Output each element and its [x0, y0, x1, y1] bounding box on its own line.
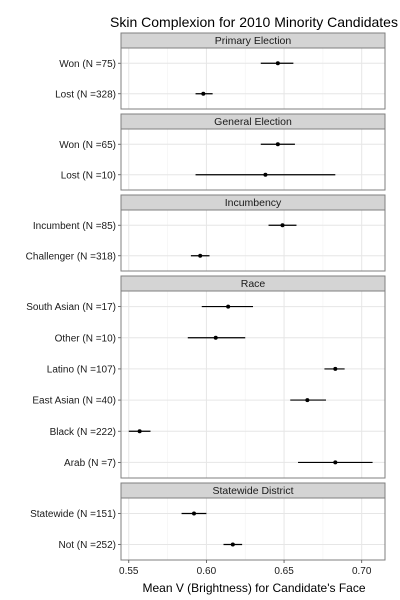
mean-point	[275, 142, 280, 147]
x-axis: 0.55 0.60 0.65 0.70	[119, 560, 372, 577]
panel-background	[121, 48, 385, 109]
mean-point	[230, 542, 235, 547]
mean-point	[213, 335, 218, 340]
facet-strip-label: General Election	[214, 116, 292, 128]
mean-point	[275, 61, 280, 66]
chart-title: Skin Complexion for 2010 Minority Candid…	[110, 14, 398, 30]
row-label: Challenger (N =318)	[26, 251, 116, 262]
panel-border	[120, 290, 386, 479]
mean-point	[305, 398, 310, 403]
panel-border	[120, 47, 386, 110]
facet-panel: Primary Election Won (N =75) Lost (N =328)	[55, 32, 386, 110]
facet-panel: Incumbency Incumbent (N =85) Challenger (N…	[26, 194, 386, 272]
x-tick-label: 0.55	[119, 566, 139, 577]
panel-background	[121, 291, 385, 478]
x-tick-label: 0.60	[197, 566, 217, 577]
panel-border	[120, 497, 386, 561]
facet-strip-label: Race	[241, 278, 266, 290]
row-label: Won (N =65)	[59, 140, 116, 151]
row-label: Black (N =222)	[50, 427, 116, 438]
panel-background	[121, 129, 385, 190]
panel-background	[121, 498, 385, 560]
facet-panel: General Election Won (N =65) Lost (N =10)	[59, 113, 386, 191]
row-label: Incumbent (N =85)	[33, 221, 116, 232]
facet-strip-label: Primary Election	[215, 35, 292, 47]
row-label: Latino (N =107)	[47, 364, 116, 375]
row-label: Lost (N =10)	[61, 170, 116, 181]
row-label: Won (N =75)	[59, 59, 116, 70]
mean-point	[280, 223, 285, 228]
facet-panel: Statewide District Statewide (N =151) Not …	[30, 482, 386, 561]
x-tick-label: 0.70	[352, 566, 372, 577]
x-axis-title: Mean V (Brightness) for Candidate's Face	[142, 581, 365, 595]
row-label: Lost (N =328)	[55, 89, 116, 100]
facet-strip-label: Statewide District	[212, 485, 293, 497]
panels: Primary Election Won (N =75) Lost (N =328)…	[26, 32, 386, 561]
mean-point	[198, 253, 203, 258]
x-tick-label: 0.65	[274, 566, 294, 577]
panel-border	[120, 128, 386, 191]
panel-background	[121, 210, 385, 271]
mean-point	[191, 511, 196, 516]
row-label: East Asian (N =40)	[32, 396, 116, 407]
row-label: Not (N =252)	[58, 540, 116, 551]
mean-point	[201, 91, 206, 96]
row-label: Other (N =10)	[55, 333, 116, 344]
mean-point	[333, 366, 338, 371]
mean-point	[226, 304, 231, 309]
panel-border	[120, 209, 386, 272]
row-label: Statewide (N =151)	[30, 509, 116, 520]
mean-point	[263, 172, 268, 177]
facet-panel: Race South Asian (N =17) Other (N =10) Lati…	[26, 275, 386, 479]
row-label: South Asian (N =17)	[26, 302, 116, 313]
facet-strip-label: Incumbency	[225, 197, 282, 209]
mean-point	[333, 460, 338, 465]
row-label: Arab (N =7)	[64, 458, 116, 469]
mean-point	[137, 429, 142, 434]
